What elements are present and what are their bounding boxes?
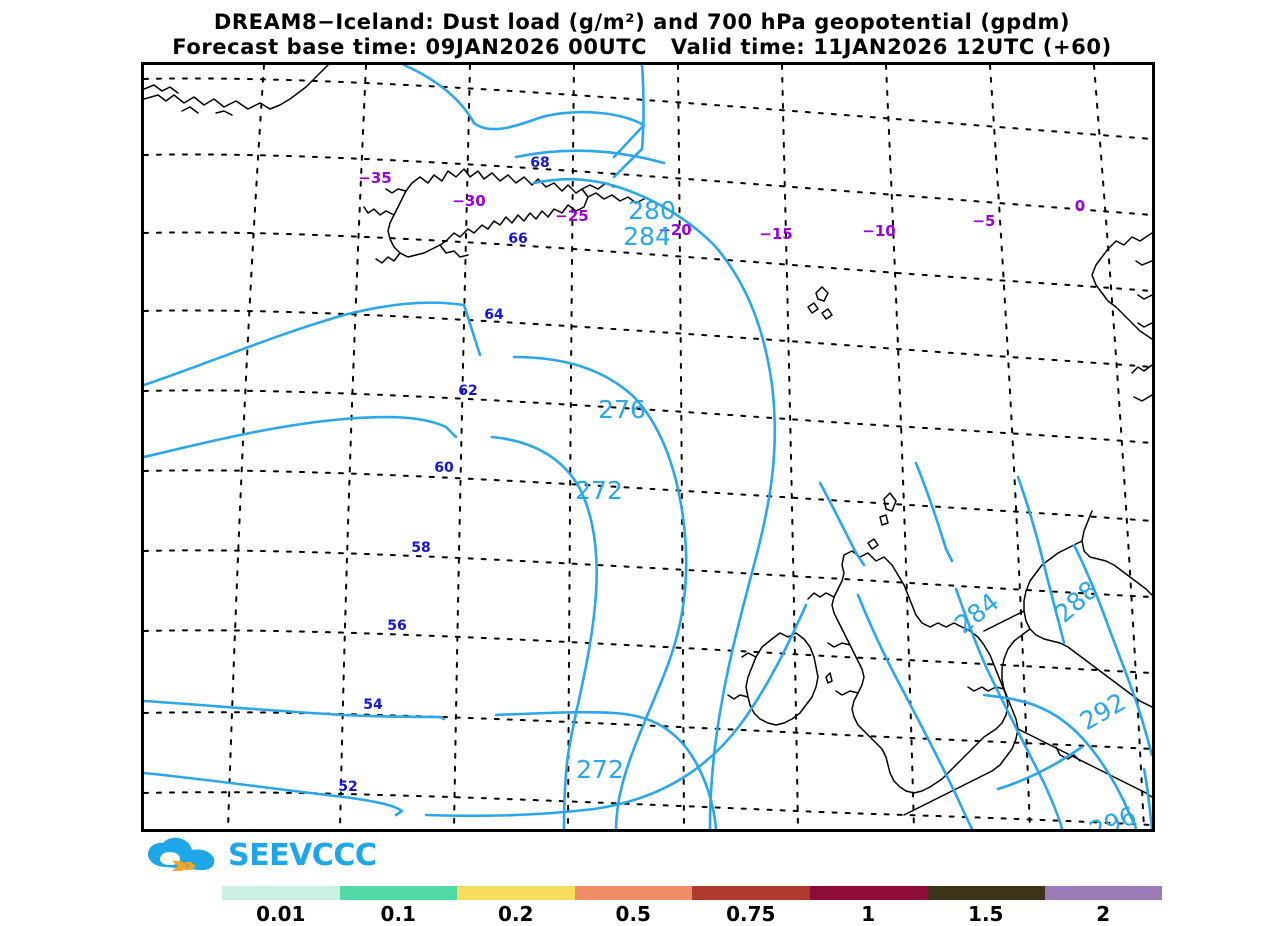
geopotential-contours	[144, 65, 1152, 829]
colorbar-tick-1.5: 1.5	[968, 902, 1004, 926]
coastlines	[144, 65, 1152, 816]
latitude-label-5: 58	[411, 540, 430, 556]
latitude-label-3: 62	[458, 383, 477, 399]
colorbar-segment-6	[927, 886, 1045, 900]
geopotential-contour-label-292: 292	[1075, 687, 1131, 736]
geopotential-contour-label-272: 272	[576, 755, 624, 784]
colorbar-tick-1: 1	[861, 902, 876, 926]
map-canvas: −35−30−25−20−15−10−505 68666462605856545…	[144, 65, 1152, 829]
longitude-label-0: −35	[358, 169, 391, 187]
longitude-label-group: −35−30−25−20−15−10−505	[358, 169, 1085, 243]
forecast-time-subtitle: Forecast base time: 09JAN2026 00UTC Vali…	[172, 35, 1112, 59]
colorbar-segment-4	[692, 886, 810, 900]
geopotential-contour-label-272: 272	[575, 476, 623, 505]
longitude-label-2: −25	[555, 207, 588, 225]
latitude-label-4: 60	[434, 460, 454, 476]
colorbar-tick-0.2: 0.2	[498, 902, 534, 926]
colorbar-tick-0.75: 0.75	[726, 902, 776, 926]
colorbar-segment-5	[809, 886, 927, 900]
colorbar-segment-0	[222, 886, 340, 900]
latitude-label-group: 68666462605856545250	[338, 155, 549, 795]
latitude-label-2: 64	[484, 307, 504, 323]
graticule-latitude-lines	[144, 77, 1152, 826]
longitude-label-3: −20	[658, 221, 691, 239]
page-title: DREAM8−Iceland: Dust load (g/m²) and 700…	[213, 10, 1071, 34]
geopotential-contour-label-296: 296	[1085, 801, 1140, 829]
colorbar-tick-labels: 0.01 0.1 0.2 0.5 0.75 1 1.5 2	[222, 902, 1162, 926]
dust-load-colorbar: 0.01 0.1 0.2 0.5 0.75 1 1.5 2	[222, 886, 1162, 926]
colorbar-segment-7	[1044, 886, 1162, 900]
colorbar-tick-2: 2	[1096, 902, 1111, 926]
longitude-label-5: −10	[862, 222, 895, 240]
cloud-logo-icon	[148, 837, 215, 871]
graticule-longitude-lines	[227, 65, 1145, 829]
geopotential-contour-label-280: 280	[628, 196, 676, 225]
latitude-label-1: 66	[508, 231, 527, 247]
longitude-label-7: 0	[1075, 197, 1085, 215]
colorbar-segment-2	[457, 886, 575, 900]
colorbar-segment-1	[339, 886, 457, 900]
longitude-label-1: −30	[452, 192, 485, 210]
chart-title-block: DREAM8−Iceland: Dust load (g/m²) and 700…	[0, 10, 1284, 60]
map-panel: −35−30−25−20−15−10−505 68666462605856545…	[141, 62, 1155, 832]
longitude-label-6: −5	[972, 212, 995, 230]
latitude-label-6: 56	[387, 618, 406, 634]
geopotential-contour-label-276: 276	[598, 395, 646, 424]
colorbar-tick-0.5: 0.5	[615, 902, 651, 926]
seevccc-logo: SEEVCCC	[146, 836, 377, 876]
longitude-label-4: −15	[759, 225, 792, 243]
logo-wordmark: SEEVCCC	[228, 838, 377, 873]
latitude-label-7: 54	[363, 697, 383, 713]
colorbar-segment-3	[574, 886, 692, 900]
latitude-label-8: 52	[338, 779, 357, 795]
colorbar-strip	[222, 886, 1162, 900]
colorbar-tick-0.1: 0.1	[380, 902, 416, 926]
latitude-label-0: 68	[530, 155, 549, 171]
geopotential-contour-label-284: 284	[623, 222, 671, 251]
colorbar-tick-0.01: 0.01	[256, 902, 306, 926]
